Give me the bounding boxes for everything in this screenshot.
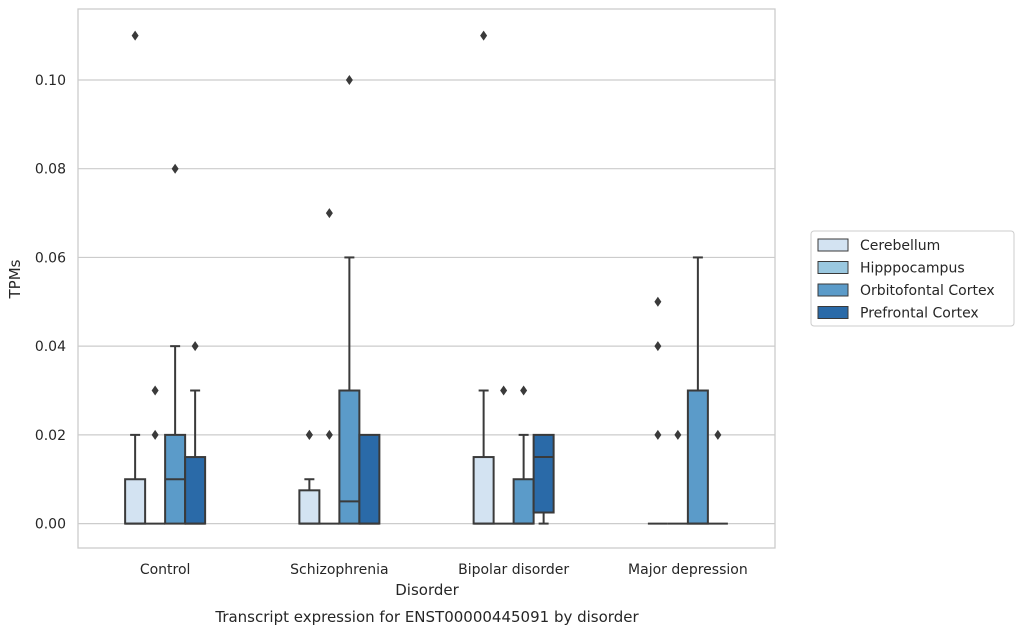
- box-0-0: [124, 30, 147, 525]
- outlier-point: [345, 74, 353, 85]
- outlier-point: [654, 341, 662, 352]
- x-tick-label: Major depression: [628, 562, 748, 578]
- x-axis-label: Disorder: [395, 581, 459, 599]
- y-tick-label: 0.06: [35, 250, 66, 266]
- legend-swatch: [817, 306, 849, 319]
- box-body: [298, 489, 321, 525]
- chart-caption: Transcript expression for ENST0000044509…: [214, 608, 639, 626]
- outlier-point: [325, 429, 333, 440]
- legend-swatch: [817, 261, 849, 274]
- box-1-0: [298, 429, 321, 525]
- box-2-3: [532, 433, 555, 525]
- legend-frame: [810, 230, 1015, 327]
- box-0-3: [184, 341, 207, 525]
- outlier-point: [171, 163, 179, 174]
- box-body: [532, 433, 555, 514]
- legend: Cerebellum Hipppocampus Orbitofontal Corte…: [810, 230, 1015, 327]
- box-1-3: [358, 433, 381, 525]
- box-2-0: [472, 30, 495, 525]
- plot-frame: [77, 8, 776, 549]
- y-axis-label: TPMs: [6, 259, 24, 299]
- box-body: [686, 389, 709, 525]
- box-2-1: [493, 385, 514, 525]
- box-3-0: [647, 296, 668, 525]
- box-body: [358, 433, 381, 525]
- box-0-1: [145, 385, 166, 525]
- outlier-point: [520, 385, 528, 396]
- outlier-point: [131, 30, 139, 41]
- outlier-point: [151, 385, 159, 396]
- legend-swatch: [817, 238, 849, 252]
- legend-label: Cerebellum: [860, 238, 940, 254]
- box-body: [512, 478, 535, 525]
- outlier-point: [191, 341, 199, 352]
- x-tick-label: Schizophrenia: [290, 562, 388, 578]
- box-body: [124, 478, 147, 525]
- y-tick-label: 0.08: [35, 162, 66, 178]
- box-3-3: [707, 429, 728, 525]
- outlier-point: [480, 30, 488, 41]
- outlier-point: [325, 208, 333, 219]
- y-tick-label: 0.10: [35, 73, 66, 89]
- box-body: [338, 389, 361, 525]
- legend-swatch: [817, 283, 849, 297]
- outlier-point: [305, 429, 313, 440]
- legend-items: Cerebellum Hipppocampus Orbitofontal Corte…: [817, 238, 995, 322]
- box-body: [472, 456, 495, 525]
- tick-layer: 0.00 0.02 0.04 0.06 0.08 0.10 Control Schizophr…: [35, 73, 748, 578]
- outlier-point: [500, 385, 508, 396]
- box-1-1: [319, 208, 340, 525]
- outlier-point: [151, 429, 159, 440]
- outlier-point: [654, 429, 662, 440]
- outlier-point: [674, 429, 682, 440]
- outlier-point: [654, 296, 662, 307]
- box-1-2: [338, 74, 361, 525]
- y-tick-label: 0.00: [35, 517, 66, 533]
- legend-label: Orbitofontal Cortex: [860, 283, 995, 299]
- x-tick-label: Bipolar disorder: [458, 562, 569, 578]
- legend-label: Hipppocampus: [860, 261, 965, 277]
- box-3-2: [686, 256, 709, 525]
- box-3-1: [667, 429, 688, 525]
- outlier-point: [714, 429, 722, 440]
- y-tick-label: 0.04: [35, 339, 66, 355]
- plot-layer: [124, 30, 728, 525]
- legend-label: Prefrontal Cortex: [860, 306, 979, 322]
- box-2-2: [512, 385, 535, 525]
- box-0-2: [164, 163, 187, 525]
- x-tick-label: Control: [140, 562, 191, 578]
- y-tick-label: 0.02: [35, 428, 66, 444]
- box-body: [184, 456, 207, 525]
